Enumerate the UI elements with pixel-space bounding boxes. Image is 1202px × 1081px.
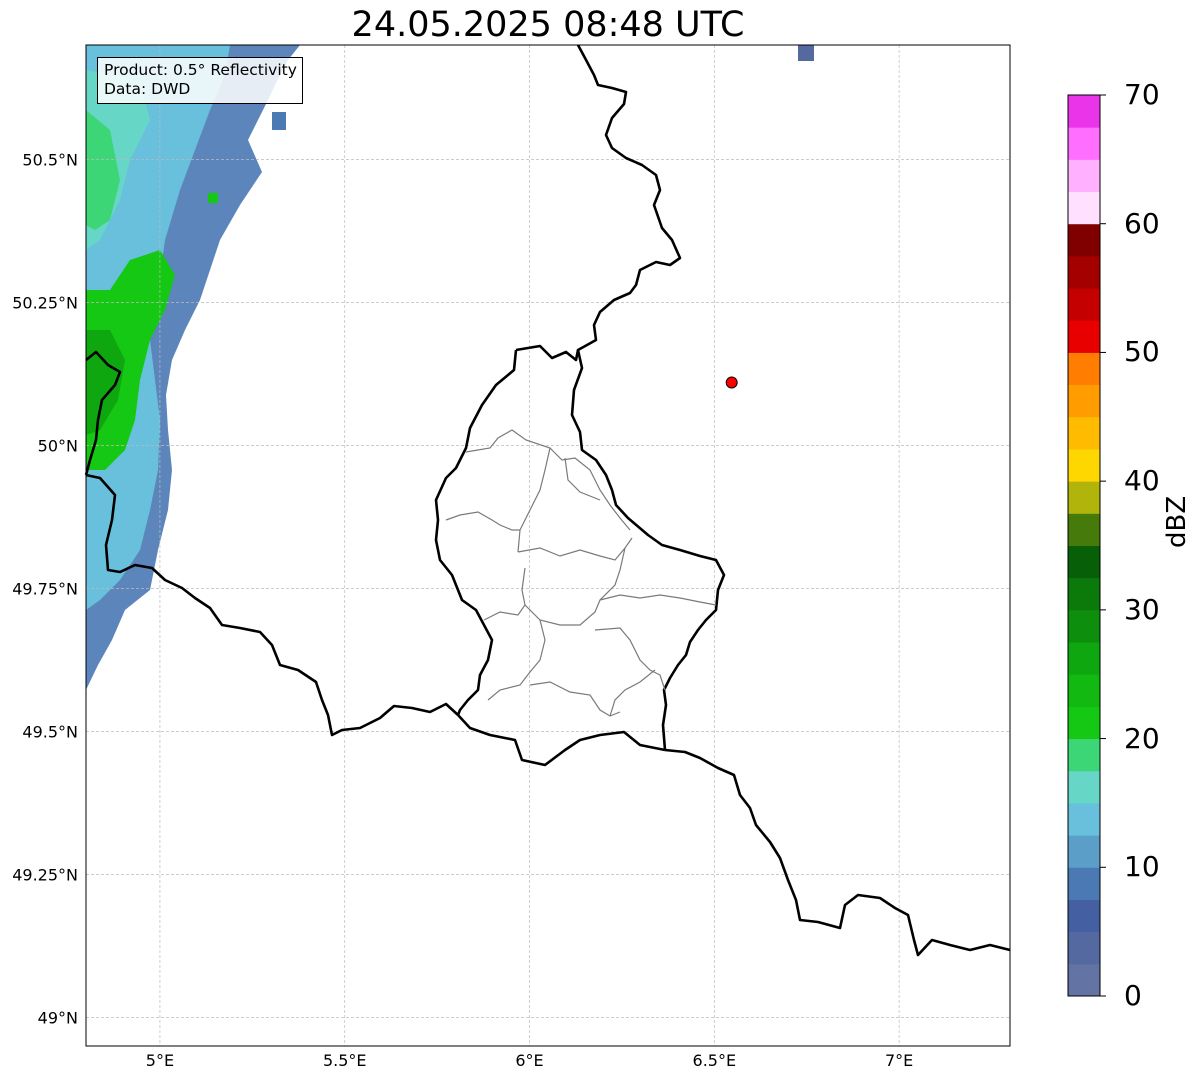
longitude-axis: 5°E 5.5°E 6°E 6.5°E 7°E: [146, 1051, 913, 1070]
colorbar-segment: [1068, 835, 1100, 868]
radar-echo-green-dark: [86, 330, 125, 435]
longitude-tick-label: 5°E: [146, 1051, 174, 1070]
colorbar-segment: [1068, 738, 1100, 772]
border-belgium-luxembourg: [434, 344, 580, 716]
colorbar-segment: [1068, 288, 1100, 321]
border-germany-france: [664, 748, 1011, 957]
info-box: Product: 0.5° Reflectivity Data: DWD: [97, 57, 303, 104]
colorbar-tick-label: 50: [1124, 335, 1160, 369]
colorbar-unit-label: dBZ: [1162, 495, 1192, 548]
colorbar-segment: [1068, 513, 1100, 546]
colorbar-segment: [1068, 127, 1100, 160]
colorbar-segment: [1068, 899, 1100, 933]
latitude-tick-label: 49.25°N: [12, 865, 78, 884]
colorbar-tick-label: 40: [1124, 464, 1160, 498]
colorbar-segment: [1068, 867, 1100, 900]
latitude-tick-label: 50.5°N: [22, 150, 78, 169]
latitude-axis: 49°N 49.25°N 49.5°N 49.75°N 50°N 50.25°N 50.5°…: [12, 150, 78, 1027]
colorbar-tick-label: 30: [1124, 592, 1160, 626]
colorbar-tick-label: 60: [1124, 206, 1160, 240]
colorbar-segment: [1068, 642, 1100, 675]
border-belgium-france: [85, 473, 459, 737]
colorbar-segment: [1068, 674, 1100, 707]
colorbar-segment: [1068, 481, 1100, 514]
longitude-tick-label: 5.5°E: [323, 1051, 367, 1070]
colorbar-tick-label: 70: [1124, 78, 1160, 111]
info-data-source: Data: DWD: [104, 80, 191, 98]
colorbar: [1067, 94, 1106, 997]
info-product: Product: 0.5° Reflectivity: [104, 61, 297, 79]
border-france-luxembourg: [457, 714, 666, 767]
colorbar-segment: [1068, 159, 1100, 193]
colorbar-segment: [1068, 770, 1100, 804]
colorbar-segment: [1068, 545, 1100, 579]
latitude-tick-label: 49°N: [38, 1008, 78, 1027]
colorbar-segment: [1068, 802, 1100, 836]
latitude-tick-label: 50.25°N: [12, 293, 78, 312]
colorbar-tick-label: 0: [1124, 979, 1142, 1012]
colorbar-segment: [1068, 191, 1100, 225]
longitude-tick-label: 6.5°E: [693, 1051, 737, 1070]
latitude-tick-label: 50°N: [38, 436, 78, 455]
latitude-tick-label: 49.75°N: [12, 579, 78, 598]
colorbar-segment: [1068, 320, 1100, 353]
map-background: [86, 45, 1010, 1046]
colorbar-segment: [1068, 963, 1100, 997]
longitude-tick-label: 6°E: [515, 1051, 543, 1070]
border-west-segment: [84, 350, 122, 476]
radar-station-marker[interactable]: [725, 376, 738, 389]
country-borders: [84, 44, 1011, 957]
latitude-tick-label: 49.5°N: [22, 722, 78, 741]
colorbar-segment: [1068, 448, 1100, 482]
colorbar-segment: [1068, 931, 1100, 965]
colorbar-tick-label: 20: [1124, 721, 1160, 755]
radar-echo-green-light: [86, 110, 120, 230]
colorbar-segment: [1068, 416, 1100, 450]
colorbar-segment: [1068, 223, 1100, 257]
colorbar-segment: [1068, 255, 1100, 289]
luxembourg-canton-borders: [445, 429, 717, 717]
map-gridlines: [86, 45, 1010, 1046]
map-frame: [85, 44, 1011, 1047]
colorbar-segment: [1068, 95, 1100, 128]
radar-echo-layer: [86, 45, 814, 690]
colorbar-segment: [1068, 706, 1100, 740]
map-title: 24.05.2025 08:48 UTC: [351, 5, 745, 45]
colorbar-segment: [1068, 384, 1100, 418]
colorbar-segment: [1068, 352, 1100, 386]
longitude-tick-label: 7°E: [885, 1051, 913, 1070]
colorbar-frame: [1067, 94, 1101, 997]
border-belgium-germany: [570, 44, 726, 751]
colorbar-segment: [1068, 577, 1100, 611]
colorbar-segment: [1068, 609, 1100, 643]
colorbar-tick-label: 10: [1124, 850, 1160, 884]
